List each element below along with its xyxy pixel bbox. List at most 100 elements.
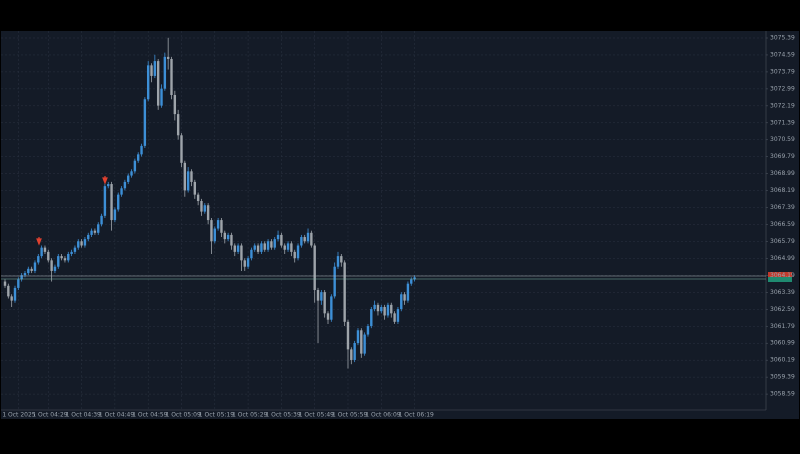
candle-body [313, 245, 316, 291]
y-tick-label: 3060.99 [770, 340, 795, 347]
candle-body [137, 154, 140, 161]
y-tick-label: 3066.59 [770, 221, 795, 228]
candle-body [186, 171, 190, 191]
candle-body [233, 245, 236, 252]
candle-body [210, 220, 213, 242]
candle-body [373, 304, 376, 310]
candle-body [140, 145, 143, 155]
chart-panel [1, 31, 799, 419]
candle-body [383, 306, 386, 316]
candle-body [37, 256, 40, 263]
x-tick-label: 1 Oct 05:19 [199, 412, 234, 419]
signal-arrow [102, 176, 108, 185]
candle-body [350, 349, 353, 360]
candle-body [360, 330, 363, 354]
candle-body [326, 313, 330, 320]
candle-body [27, 268, 30, 274]
candle-body [30, 268, 33, 271]
candle-body [20, 275, 23, 280]
x-tick-label: 1 Oct 04:29 [32, 412, 67, 419]
candle-body [276, 234, 280, 240]
x-tick-label: 1 Oct 06:19 [399, 412, 434, 419]
candle-body [160, 88, 163, 106]
candle-body [223, 232, 226, 240]
candle-body [340, 256, 343, 263]
axis-labels: 3075.39 3074.59 3073.79 3072.99 3072.19 3071.… [2, 34, 795, 418]
candle-body [220, 220, 223, 233]
candle-body [370, 309, 373, 327]
candle-body [70, 251, 73, 254]
candle-body [256, 245, 260, 252]
candle-body [183, 162, 187, 191]
candle-body [336, 256, 340, 267]
candle-body [57, 256, 60, 267]
candle-body [50, 260, 53, 271]
candle-body [213, 228, 216, 242]
candle-body [180, 135, 183, 163]
price-badge [768, 272, 792, 277]
candle-body [176, 114, 180, 136]
y-tick-label: 3062.59 [770, 306, 795, 313]
candle-body [150, 65, 153, 76]
candle-body [163, 56, 167, 89]
candle-body [77, 241, 80, 248]
y-tick-label: 3063.39 [770, 289, 795, 296]
candle-body [83, 239, 87, 246]
candle-body [330, 296, 333, 320]
candle-body [117, 194, 120, 210]
y-tick-label: 3059.39 [770, 374, 795, 381]
candle-body [243, 260, 246, 267]
candle-body [263, 243, 266, 250]
candle-body [60, 256, 63, 259]
candle-body [410, 279, 413, 284]
candle-body [146, 65, 150, 100]
candle-body [120, 188, 123, 195]
candle-body [90, 230, 93, 235]
candle-body [363, 334, 366, 354]
y-tick-label: 3072.99 [770, 85, 795, 92]
candles [3, 37, 416, 369]
x-tick-label: 1 Oct 04:49 [99, 412, 134, 419]
candle-body [200, 200, 203, 212]
candle-body [400, 294, 403, 310]
candle-body [366, 326, 370, 335]
candle-body [323, 292, 326, 314]
candle-body [53, 266, 57, 271]
candle-body [193, 181, 197, 195]
candle-body [13, 287, 17, 301]
y-tick-label: 3069.79 [770, 153, 795, 160]
candle-body [110, 184, 113, 221]
y-tick-label: 3064.19 [770, 272, 795, 279]
candle-body [236, 245, 240, 252]
candle-body [166, 56, 170, 59]
y-tick-label: 3072.19 [770, 102, 795, 109]
signal-arrow [36, 237, 42, 246]
candle-body [303, 237, 306, 242]
candle-body [113, 209, 117, 221]
candle-body [380, 306, 383, 312]
y-tick-label: 3068.19 [770, 187, 795, 194]
candle-body [17, 279, 20, 288]
x-tick-label: 1 Oct 04:39 [66, 412, 101, 419]
y-tick-label: 3058.59 [770, 391, 795, 398]
candle-body [413, 277, 416, 280]
x-tick-label: 1 Oct 2025 [2, 412, 35, 419]
candle-body [63, 258, 67, 261]
candle-body [320, 292, 323, 301]
candle-body [43, 247, 47, 252]
x-tick-label: 1 Oct 04:59 [132, 412, 167, 419]
candle-body [306, 232, 310, 242]
candle-body [100, 215, 103, 225]
candle-body [396, 309, 400, 322]
candle-body [173, 95, 177, 115]
candle-body [390, 304, 393, 314]
candle-body [33, 262, 37, 271]
x-tick-label: 1 Oct 05:39 [265, 412, 300, 419]
y-tick-label: 3071.39 [770, 119, 795, 126]
candle-body [156, 61, 160, 106]
candle-body [127, 175, 130, 182]
x-tick-label: 1 Oct 05:09 [165, 412, 200, 419]
candle-body [403, 294, 406, 301]
candle-body [103, 186, 107, 216]
